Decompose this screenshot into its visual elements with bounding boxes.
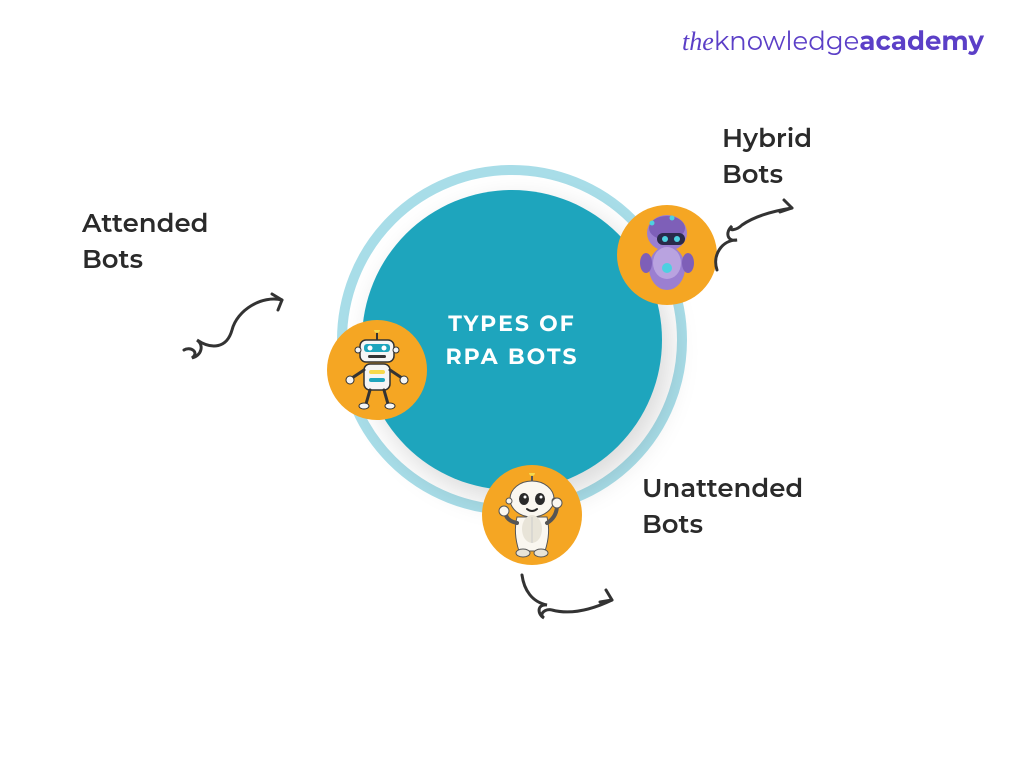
center-title-line1: TYPES OF bbox=[445, 307, 578, 340]
label-unattended-l2: Bots bbox=[642, 506, 803, 542]
robot-icon-attended bbox=[342, 330, 412, 410]
label-attended: Attended Bots bbox=[82, 205, 209, 278]
robot-icon-unattended bbox=[495, 473, 570, 558]
label-unattended-l1: Unattended bbox=[642, 470, 803, 506]
label-hybrid: Hybrid Bots bbox=[722, 120, 812, 193]
node-attended bbox=[327, 320, 427, 420]
node-hybrid bbox=[617, 205, 717, 305]
robot-icon-hybrid bbox=[632, 213, 702, 298]
logo-the: the bbox=[682, 27, 714, 56]
label-unattended: Unattended Bots bbox=[642, 470, 803, 543]
arrow-attended bbox=[142, 290, 292, 380]
node-unattended bbox=[482, 465, 582, 565]
label-attended-l1: Attended bbox=[82, 205, 209, 241]
arrow-hybrid bbox=[707, 200, 817, 290]
center-title: TYPES OF RPA BOTS bbox=[445, 307, 578, 373]
logo-academy: academy bbox=[859, 25, 984, 57]
label-attended-l2: Bots bbox=[82, 241, 209, 277]
label-hybrid-l2: Bots bbox=[722, 156, 812, 192]
label-hybrid-l1: Hybrid bbox=[722, 120, 812, 156]
arrow-unattended bbox=[502, 570, 632, 650]
center-title-line2: RPA BOTS bbox=[445, 340, 578, 373]
logo-knowledge: knowledge bbox=[714, 25, 860, 57]
brand-logo: theknowledgeacademy bbox=[682, 25, 984, 57]
